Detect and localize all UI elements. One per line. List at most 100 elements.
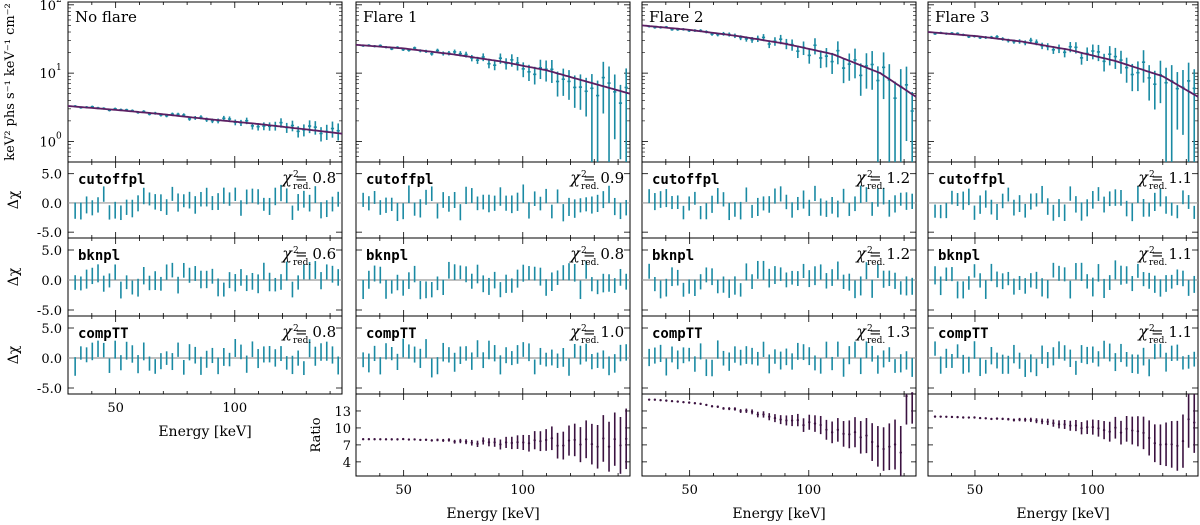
ratio-point [699, 402, 702, 406]
chi-subscript: red. [581, 182, 599, 192]
ratio-point [602, 437, 605, 440]
ratio-point [990, 417, 993, 421]
ratio-point [1119, 431, 1123, 434]
residuals-3-r1 [934, 185, 1196, 222]
ratio-point [830, 431, 834, 434]
ratio-point [379, 438, 382, 441]
model-line-1 [355, 43, 631, 95]
chi-subscript: red. [1149, 336, 1167, 346]
chi-superscript: 2 [293, 170, 299, 180]
chi-subscript: red. [867, 336, 885, 346]
chi2-value: = 0.6 [295, 245, 336, 263]
ratio-point [607, 445, 611, 448]
residuals-2-r1 [648, 185, 913, 221]
ratio-point [653, 398, 657, 401]
ratio-point [745, 409, 748, 412]
ratio-point [773, 416, 777, 420]
chi-subscript: red. [867, 182, 885, 192]
ratio-point [1164, 443, 1168, 446]
residuals-1-r3 [362, 338, 627, 378]
ratio-data-2 [647, 392, 914, 476]
ratio-point [579, 443, 582, 446]
chi-superscript: 2 [867, 170, 873, 180]
ratio-point [596, 445, 599, 448]
chi-superscript: 2 [867, 246, 873, 256]
ratio-point [510, 441, 514, 445]
ratio-point [750, 410, 754, 414]
ratio-point [693, 402, 697, 405]
ratio-point [384, 438, 388, 441]
ratio-point [544, 438, 548, 442]
ratio-point [716, 405, 719, 408]
ratio-point [939, 415, 942, 418]
chi-symbol: χ [569, 168, 581, 187]
x-axis-label: Energy [keV] [1016, 506, 1109, 522]
chi-subscript: red. [1149, 182, 1167, 192]
ratio-point [1136, 430, 1140, 433]
ratio-point [802, 423, 805, 427]
ratio-point [728, 407, 731, 410]
spectrum-data-3 [933, 31, 1196, 162]
x-tick-label: 50 [395, 483, 412, 498]
ratio-point [590, 442, 594, 446]
ratio-point [516, 440, 519, 444]
model-name: bknpl [78, 248, 120, 264]
ratio-point [539, 439, 542, 443]
ratio-point [487, 441, 491, 444]
ratio-point [1125, 427, 1128, 431]
ratio-point [1097, 427, 1100, 430]
ratio-point [825, 428, 828, 432]
ratio-point [499, 443, 502, 446]
spectrum-y-axis-label: keV² phs s⁻¹ keV⁻¹ cm⁻² [3, 3, 18, 161]
ratio-point [1029, 418, 1033, 422]
ratio-point [808, 421, 811, 424]
ratio-point [447, 438, 451, 442]
model-line-2 [641, 24, 917, 98]
panel-frame-3-spec [927, 1, 1199, 163]
chi2-value: = 1.1 [1151, 323, 1192, 341]
ratio-point [978, 416, 982, 420]
chi2-value: = 1.3 [869, 323, 910, 341]
resid-y-tick-label: 0.0 [41, 352, 62, 367]
resid-y-tick-label: -5.0 [37, 304, 62, 319]
x-tick-label: 100 [1080, 483, 1105, 498]
residuals-3-r3 [934, 340, 1196, 377]
panel-frame-0-r3 [67, 315, 343, 395]
ratio-point [464, 440, 468, 443]
panel-frame-3-ratio [927, 393, 1199, 477]
ratio-point [779, 418, 782, 421]
ratio-point [1114, 426, 1117, 429]
ratio-point [419, 438, 422, 442]
ratio-point [842, 432, 845, 436]
ratio-point [584, 438, 588, 441]
resid-y-tick-label: 0.0 [41, 274, 62, 289]
chi2-value: = 0.9 [583, 169, 624, 187]
ratio-point [933, 415, 937, 418]
model-name: cutoffpl [652, 172, 719, 188]
panel-frame-2-spec [641, 1, 917, 163]
ratio-point [819, 423, 822, 427]
ratio-point [1046, 420, 1049, 424]
chi2-value: = 1.1 [1151, 245, 1192, 263]
residuals-2-r2 [648, 260, 913, 299]
ratio-point [785, 419, 788, 422]
chi-symbol: χ [855, 322, 867, 341]
chi-subscript: red. [293, 258, 311, 268]
ratio-point [876, 445, 880, 448]
ratio-point [848, 433, 851, 436]
ratio-y-tick-label: 10 [334, 422, 351, 437]
ratio-point [790, 419, 794, 422]
ratio-point [1080, 426, 1083, 430]
resid-y-axis-label: Δχ [6, 267, 22, 286]
spectrum-data-1 [361, 44, 628, 162]
resid-y-tick-label: -5.0 [37, 382, 62, 397]
chi-superscript: 2 [1149, 170, 1155, 180]
ratio-point [550, 437, 554, 440]
x-tick-label: 100 [222, 401, 247, 416]
resid-y-tick-label: -5.0 [37, 226, 62, 241]
chi-subscript: red. [581, 258, 599, 268]
ratio-point [1063, 423, 1066, 426]
ratio-point [430, 439, 433, 442]
ratio-point [882, 447, 885, 451]
